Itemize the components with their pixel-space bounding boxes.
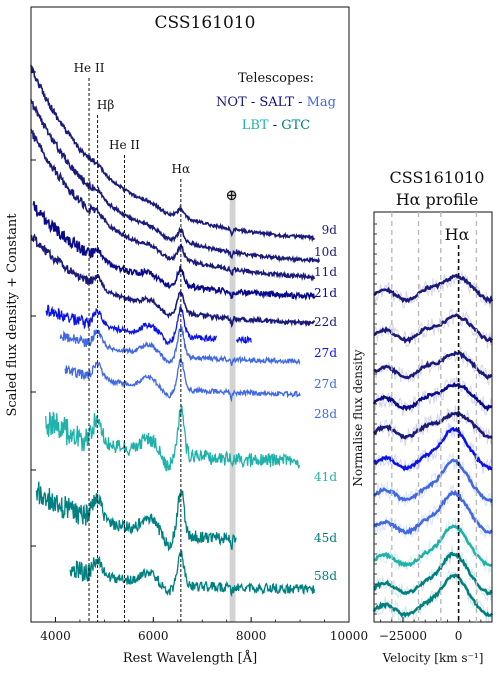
spectrum-27d: [59, 326, 301, 366]
right-spectra: [372, 266, 494, 624]
telescope-legend: Telescopes: NOT - SALT - Mag LBT - GTC: [216, 71, 336, 133]
spectrum-58d: [69, 550, 316, 598]
right-x-tick-label: 0: [455, 629, 463, 643]
legend-entry-salt: SALT: [259, 95, 294, 110]
right-y-ticks: [374, 223, 377, 615]
spectrum-9d: [30, 64, 316, 243]
epoch-label: 45d: [314, 531, 337, 545]
right-x-ticks: −25000 0: [379, 617, 493, 643]
spectrum-21d: [32, 201, 316, 302]
epoch-label: 28d: [314, 407, 337, 421]
epoch-label: 21d: [314, 286, 337, 300]
epoch-label: 27d: [314, 377, 337, 391]
legend-entry-mag: Mag: [307, 95, 336, 110]
legend-row-1: NOT - SALT - Mag: [216, 95, 336, 110]
epoch-label: 58d: [314, 569, 337, 583]
right-annotation-halpha: Hα: [445, 225, 470, 244]
left-title: CSS161010: [155, 13, 256, 33]
legend-separator: -: [298, 95, 307, 110]
right-title: CSS161010: [390, 168, 485, 187]
left-x-axis-label: Rest Wavelength [Å]: [123, 650, 257, 666]
profile-27d: [372, 458, 494, 504]
profile-raw-9d: [373, 266, 493, 309]
profile-21d: [372, 382, 493, 412]
line-label: He II: [109, 138, 140, 152]
legend-row-2: LBT - GTC: [242, 118, 311, 133]
telluric-label: ⊕: [225, 186, 238, 204]
epoch-label: 22d: [314, 315, 337, 329]
right-plot-frame: [373, 211, 493, 623]
right-x-tick-label: −25000: [379, 629, 427, 643]
line-label: Hα: [172, 162, 191, 176]
profile-28d: [373, 489, 493, 536]
left-x-ticks: 4000 6000 8000 10000: [30, 617, 368, 643]
spectrum-27d: [45, 304, 252, 346]
epoch-labels: 9d 10d 11d 21d 22d 27d 27d 28d 41d 45d 58d: [314, 223, 337, 583]
profile-11d: [373, 350, 493, 381]
legend-separator: -: [251, 95, 260, 110]
telluric-band: [229, 190, 236, 622]
line-markers: He II Hβ He II Hα ⊕: [74, 61, 238, 622]
profile-22d: [372, 409, 493, 440]
profile-41d: [373, 524, 493, 568]
x-tick-label: 10000: [330, 629, 368, 643]
profile-raw-27d: [373, 452, 493, 508]
left-plot-frame: [30, 6, 350, 623]
left-y-ticks: [31, 71, 36, 547]
legend-title: Telescopes:: [238, 71, 314, 86]
line-label: He II: [74, 61, 105, 75]
spectrum-28d: [64, 357, 301, 403]
x-tick-label: 4000: [40, 629, 71, 643]
profile-27d: [373, 426, 493, 472]
right-y-axis-label: Normalise flux density: [351, 349, 365, 486]
spectrum-45d: [35, 481, 237, 552]
x-tick-label: 8000: [236, 629, 267, 643]
epoch-label: 9d: [322, 223, 338, 237]
legend-separator: -: [273, 118, 282, 133]
epoch-label: 27d: [314, 346, 337, 360]
legend-entry-gtc: GTC: [281, 118, 310, 133]
epoch-label: 10d: [314, 245, 337, 259]
left-panel: 4000 6000 8000 10000 He II Hβ He II Hα ⊕ CSS161…: [5, 6, 368, 666]
epoch-label: 41d: [314, 470, 337, 484]
spectrum-10d: [30, 99, 321, 264]
profile-45d: [373, 551, 493, 596]
spectrum-11d: [30, 128, 316, 282]
x-tick-label: 6000: [138, 629, 169, 643]
legend-entry-lbt: LBT: [242, 118, 269, 133]
right-x-axis-label: Velocity [km s⁻¹]: [382, 651, 484, 665]
profile-9d: [373, 273, 494, 305]
left-spectra: [30, 64, 321, 622]
spectrum-41d: [45, 403, 301, 472]
left-y-axis-label: Scaled flux density + Constant: [5, 213, 20, 417]
profile-10d: [373, 313, 494, 344]
epoch-label: 11d: [314, 265, 337, 279]
spectrum-22d: [30, 233, 316, 329]
right-panel: −25000 0 CSS161010 Hα profile Hα Velocity…: [351, 168, 494, 665]
profile-58d: [372, 573, 494, 619]
line-label: Hβ: [97, 98, 114, 112]
right-subtitle: Hα profile: [396, 190, 479, 209]
legend-entry-not: NOT: [216, 95, 247, 110]
